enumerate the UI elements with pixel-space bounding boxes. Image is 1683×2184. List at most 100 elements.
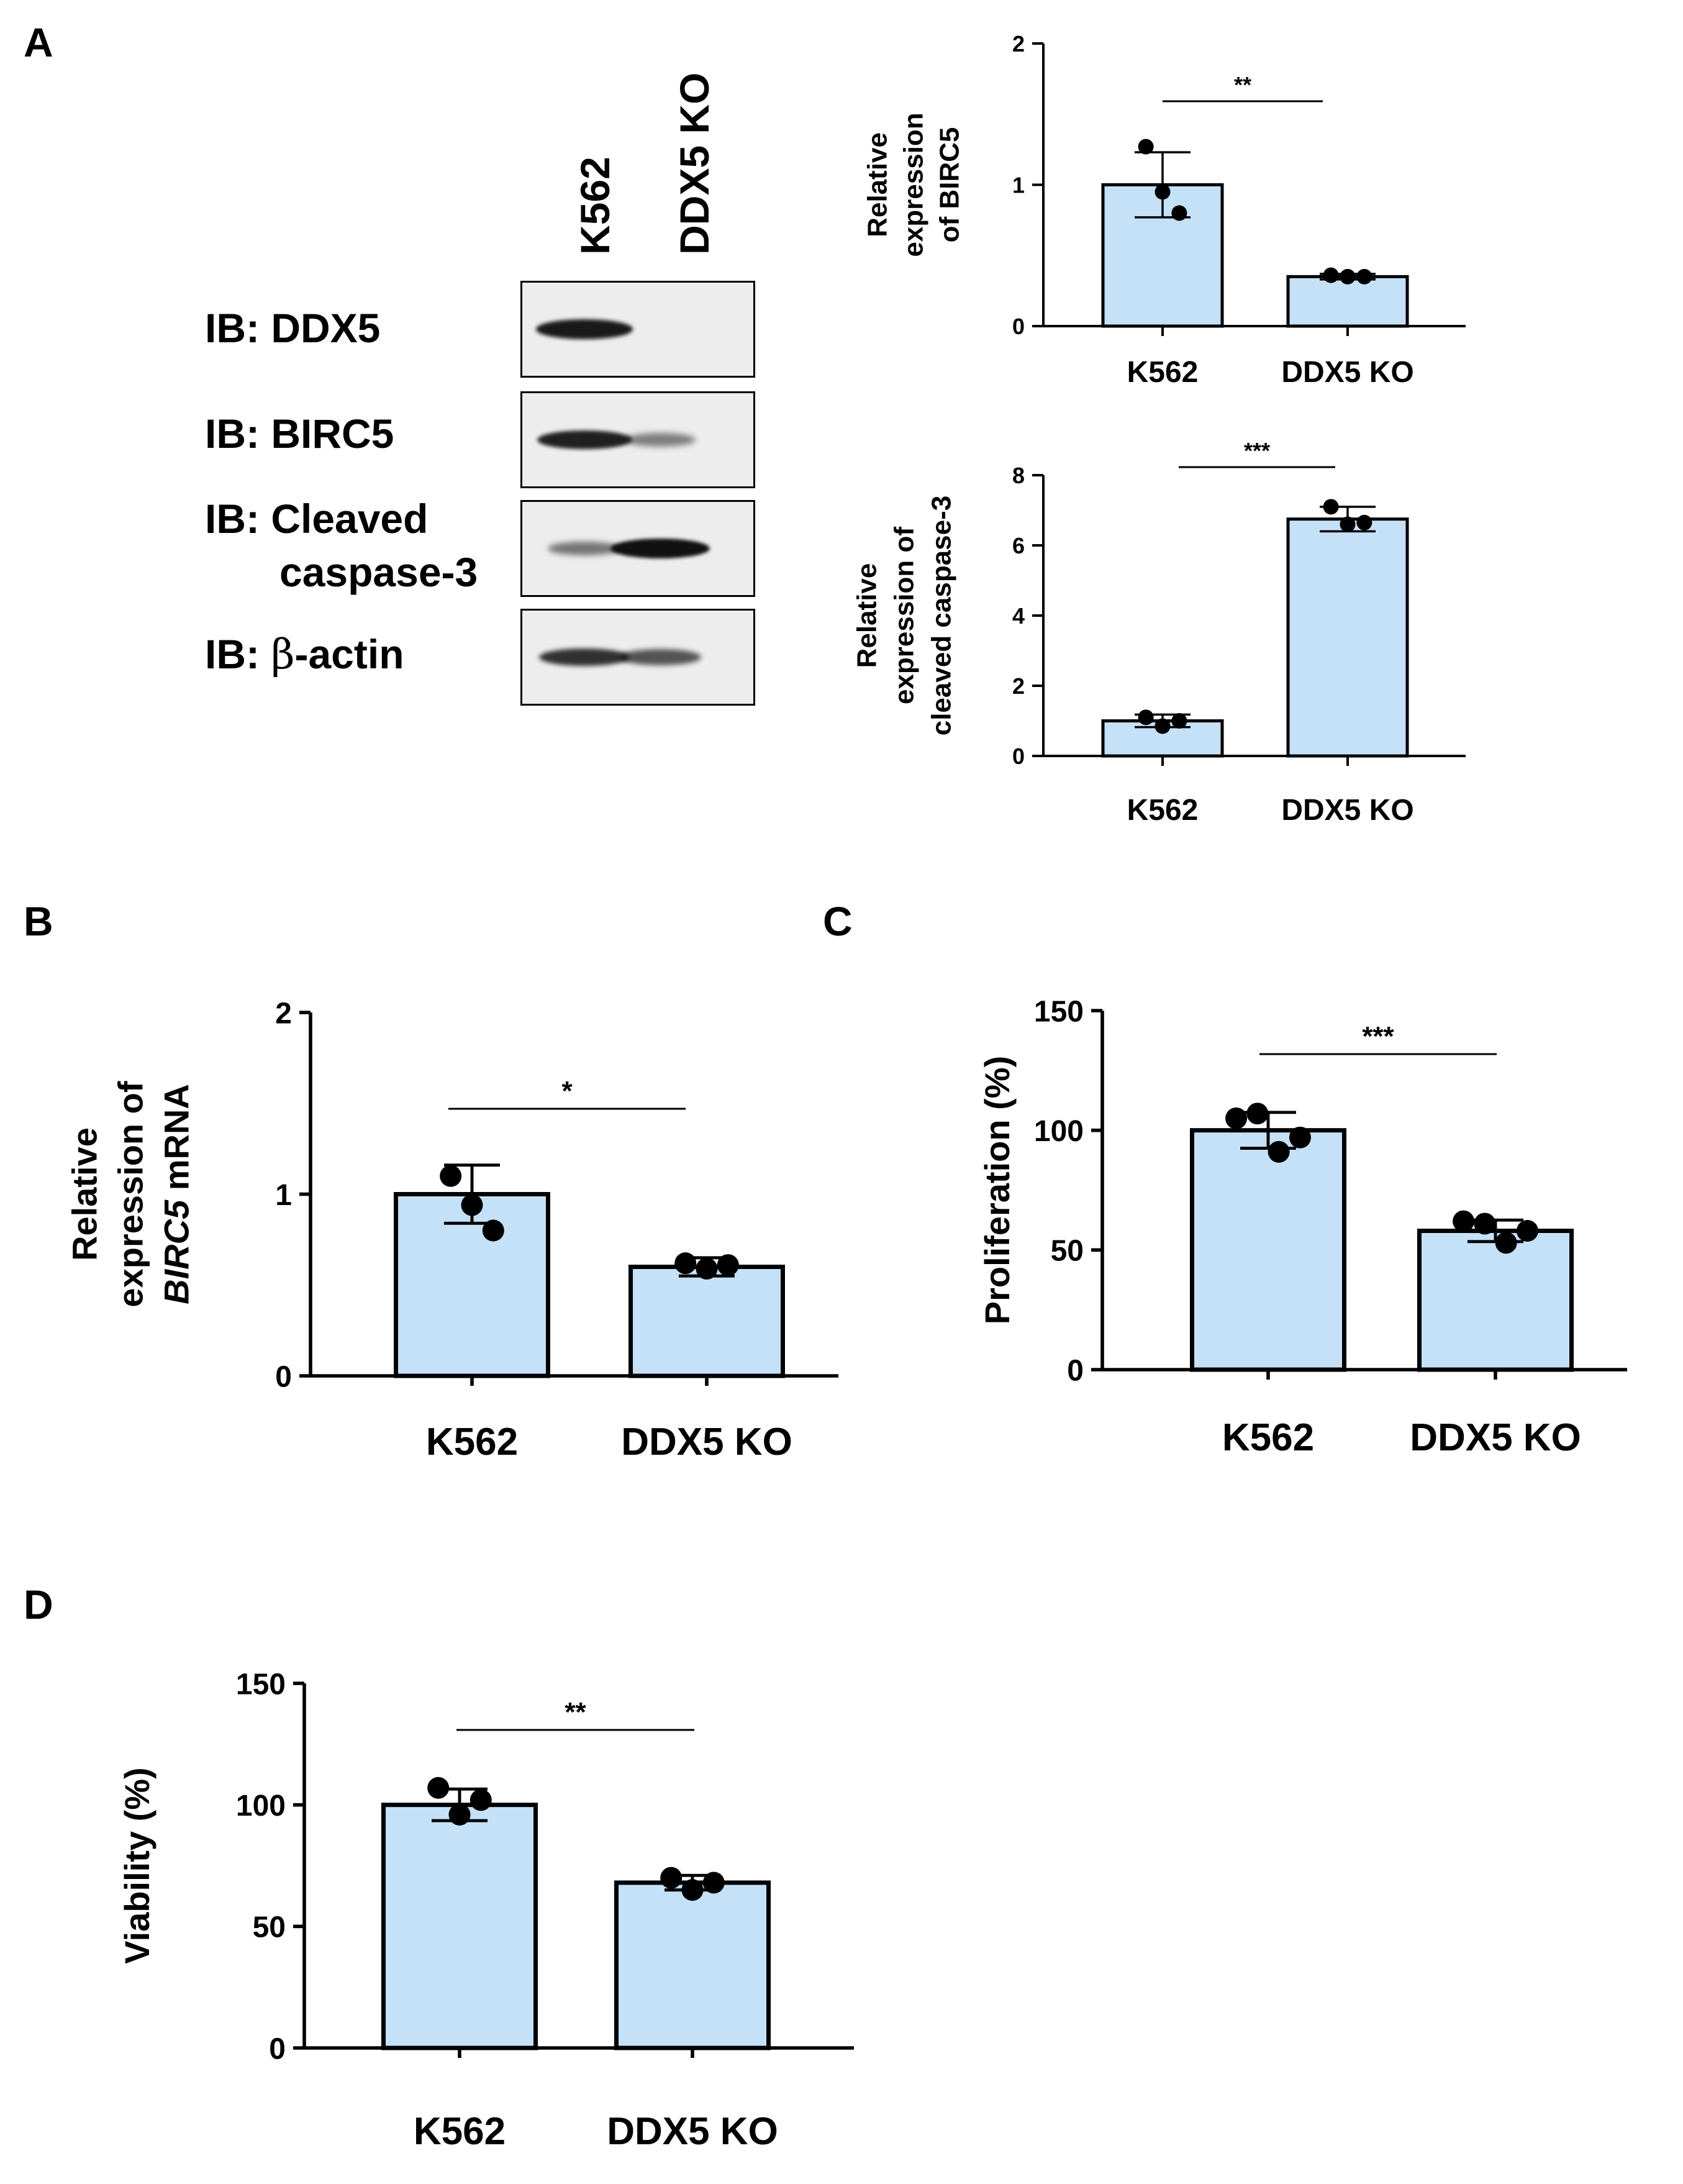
significance-marker: *** bbox=[1244, 438, 1270, 463]
data-point bbox=[1323, 267, 1339, 283]
y-tick-label: 1 bbox=[1012, 172, 1025, 198]
blot-box-ddx5 bbox=[520, 281, 755, 378]
blot-band bbox=[610, 539, 710, 558]
data-point bbox=[1340, 516, 1356, 532]
data-point bbox=[1474, 1213, 1496, 1235]
y-tick-label: 50 bbox=[1051, 1235, 1084, 1268]
y-axis-label: BIRC5 mRNA bbox=[157, 1084, 196, 1304]
blot-label-birc5: IB: BIRC5 bbox=[205, 411, 394, 457]
x-category-label: K562 bbox=[414, 2110, 506, 2153]
chart-a2-cleaved-caspase3: 0 2 4 6 8 K562 DDX5 KO *** Relative expression of… bbox=[851, 438, 1466, 827]
y-tick-label: 0 bbox=[269, 2032, 286, 2065]
blot-band bbox=[624, 433, 696, 447]
data-point bbox=[461, 1194, 483, 1216]
y-axis-label: Relative bbox=[65, 1127, 104, 1261]
panel-label-c: C bbox=[823, 898, 853, 944]
data-point bbox=[1356, 514, 1372, 530]
data-point bbox=[482, 1219, 504, 1242]
data-point bbox=[1225, 1107, 1248, 1129]
data-point bbox=[1356, 268, 1372, 284]
x-category-label: DDX5 KO bbox=[1281, 356, 1413, 389]
bar bbox=[1190, 1128, 1346, 1372]
bar bbox=[614, 1880, 771, 2050]
panel-label-b: B bbox=[24, 898, 53, 944]
data-point bbox=[1453, 1210, 1475, 1232]
significance-marker: *** bbox=[1362, 1021, 1394, 1052]
x-category-label: K562 bbox=[1127, 794, 1199, 827]
panel-label-a: A bbox=[24, 19, 53, 65]
x-category-label: K562 bbox=[1127, 356, 1199, 389]
data-point bbox=[1155, 184, 1171, 200]
blot-band bbox=[539, 648, 630, 667]
blot-label-beta-actin-greek: β bbox=[271, 630, 295, 678]
blot-band bbox=[537, 430, 632, 450]
y-axis-label-rest: mRNA bbox=[157, 1084, 196, 1200]
y-tick-label: 2 bbox=[1012, 673, 1025, 699]
y-tick-label: 0 bbox=[1012, 744, 1025, 769]
data-point bbox=[1246, 1103, 1269, 1125]
y-tick-label: 150 bbox=[236, 1668, 286, 1701]
y-tick-label: 2 bbox=[275, 997, 292, 1030]
data-point bbox=[448, 1803, 471, 1826]
blot-band bbox=[548, 541, 621, 556]
data-point bbox=[1289, 1126, 1311, 1149]
y-tick-label: 100 bbox=[1034, 1115, 1084, 1148]
chart-b-birc5-mrna: 0 1 2 K562 DDX5 KO * Relative expression of BIRC… bbox=[65, 997, 838, 1463]
y-axis-label: Relative bbox=[851, 563, 882, 668]
y-axis-label: expression bbox=[898, 112, 928, 257]
data-point bbox=[470, 1789, 492, 1811]
x-category-label: DDX5 KO bbox=[1281, 794, 1413, 827]
blot-band bbox=[535, 319, 633, 339]
data-point bbox=[1171, 205, 1187, 221]
panel-label-d: D bbox=[24, 1581, 53, 1627]
x-category-label: DDX5 KO bbox=[607, 2110, 778, 2153]
data-point bbox=[1138, 139, 1154, 155]
y-tick-label: 0 bbox=[1012, 314, 1025, 339]
y-axis-label: expression of bbox=[111, 1081, 150, 1307]
y-tick-label: 4 bbox=[1012, 603, 1025, 629]
bar bbox=[628, 1265, 785, 1378]
y-tick-label: 100 bbox=[236, 1790, 286, 1822]
data-point bbox=[1340, 268, 1356, 284]
blot-label-beta-actin: IB: β-actin bbox=[205, 627, 404, 681]
data-point bbox=[440, 1165, 462, 1187]
y-axis-label: of BIRC5 bbox=[934, 127, 964, 243]
data-point bbox=[1138, 709, 1154, 726]
y-tick-label: 0 bbox=[1067, 1354, 1084, 1387]
y-axis-label: Proliferation (%) bbox=[978, 1056, 1017, 1324]
y-tick-label: 50 bbox=[253, 1911, 286, 1944]
bar bbox=[1286, 275, 1409, 328]
bar bbox=[1286, 517, 1409, 758]
data-point bbox=[1268, 1140, 1290, 1163]
x-category-label: DDX5 KO bbox=[621, 1421, 792, 1463]
blot-label-cleaved-caspase3-line1: IB: Cleaved bbox=[205, 496, 429, 542]
data-point bbox=[1323, 499, 1339, 515]
bar bbox=[381, 1803, 538, 2050]
y-axis-label: cleaved caspase-3 bbox=[926, 496, 956, 736]
y-tick-label: 1 bbox=[275, 1179, 292, 1212]
data-point bbox=[717, 1254, 739, 1276]
x-category-label: K562 bbox=[1222, 1416, 1314, 1459]
blot-box-birc5 bbox=[520, 391, 755, 488]
data-point bbox=[702, 1872, 725, 1894]
y-tick-label: 0 bbox=[275, 1360, 292, 1393]
y-axis-label: Viability (%) bbox=[117, 1767, 157, 1963]
y-tick-label: 8 bbox=[1012, 463, 1025, 488]
significance-marker: ** bbox=[565, 1697, 586, 1727]
data-point bbox=[1516, 1220, 1538, 1242]
x-category-label: DDX5 KO bbox=[1410, 1416, 1581, 1459]
blot-band bbox=[619, 649, 701, 665]
blot-box-cleaved-caspase3 bbox=[520, 500, 755, 597]
y-tick-label: 150 bbox=[1034, 995, 1084, 1028]
chart-c-proliferation: 0 50 100 150 K562 DDX5 KO *** Proliferation (%) bbox=[978, 995, 1627, 1459]
y-axis-label: Relative bbox=[862, 132, 892, 237]
data-point bbox=[696, 1257, 718, 1280]
data-point bbox=[681, 1879, 704, 1901]
data-point bbox=[1155, 718, 1171, 734]
data-point bbox=[1171, 713, 1187, 729]
data-point bbox=[427, 1777, 450, 1799]
y-tick-label: 2 bbox=[1012, 31, 1025, 57]
bar bbox=[1417, 1229, 1574, 1372]
chart-a1-birc5-protein: 0 1 2 K562 DDX5 KO ** Relative expression of BIR… bbox=[862, 31, 1466, 389]
y-axis-label: expression of bbox=[889, 527, 919, 704]
